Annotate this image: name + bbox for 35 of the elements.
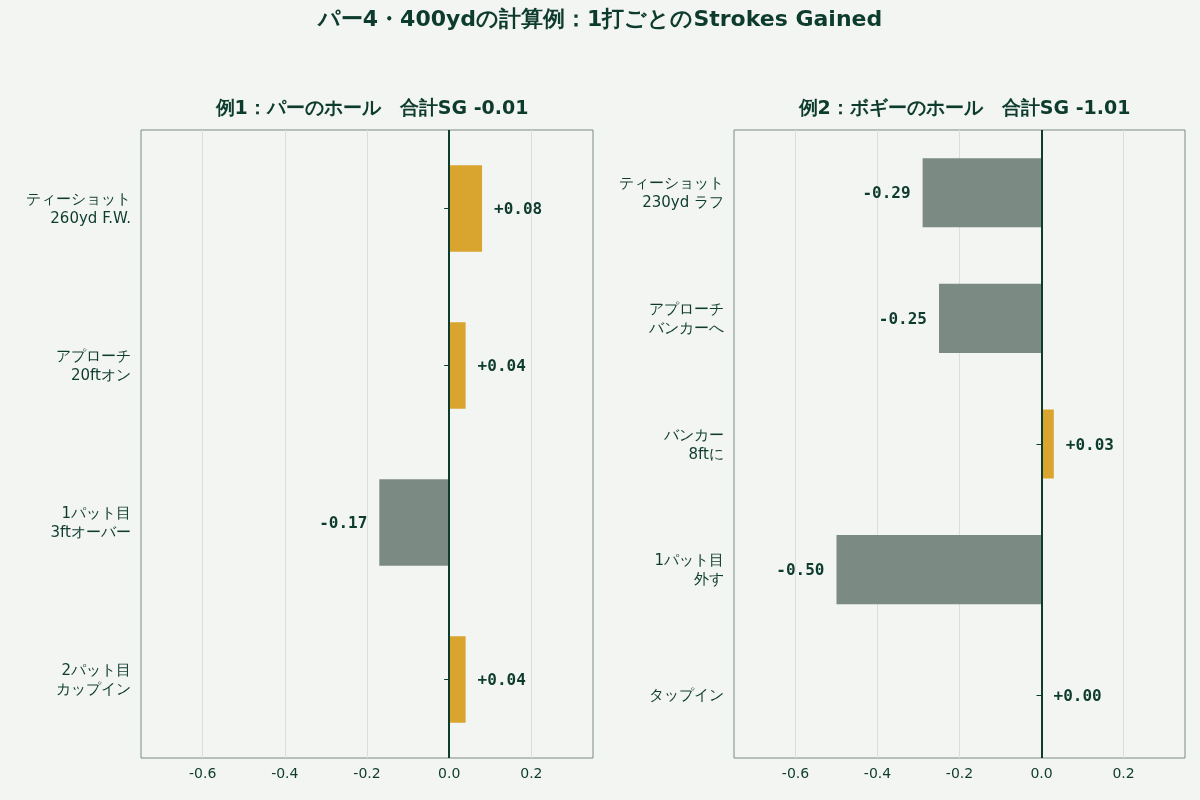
y-tick-label: タップイン <box>649 686 724 705</box>
x-tick-label: 0.0 <box>1030 765 1053 781</box>
data-label: +0.04 <box>477 670 526 689</box>
bar <box>449 636 466 723</box>
data-label: +0.03 <box>1065 434 1114 454</box>
data-label: -0.29 <box>862 183 911 203</box>
bar <box>449 322 466 409</box>
y-tick-label: 1パット目 3ftオーバー <box>50 504 131 541</box>
x-tick-label: -0.4 <box>863 765 892 781</box>
x-tick-label: -0.4 <box>271 765 299 781</box>
y-tick-label: 1パット目外す <box>654 551 724 589</box>
data-label: +0.08 <box>494 199 543 218</box>
x-tick-label: -0.2 <box>945 765 974 781</box>
y-tick-label: バンカー 8ftに <box>663 425 724 463</box>
bar <box>449 165 483 252</box>
chart-title: パー4・400ydの計算例：1打ごとのStrokes Gained <box>316 5 884 33</box>
data-label: -0.17 <box>319 513 368 532</box>
data-label: +0.04 <box>477 356 526 375</box>
bar <box>379 479 450 566</box>
x-tick-label: 0.2 <box>1112 765 1135 781</box>
x-tick-label: -0.2 <box>353 765 381 781</box>
y-tick-label: アプローチバンカーへ <box>648 299 724 337</box>
x-tick-label: -0.6 <box>781 765 810 781</box>
chart-subtitle: 例1：パーのホール 合計SG -0.01 <box>214 95 529 118</box>
y-tick-label: ティーショット 230yd ラフ <box>619 174 724 212</box>
y-tick-label: ティーショット 260yd F.W. <box>26 190 131 227</box>
y-tick-label: アプローチ 20ftオン <box>56 347 131 384</box>
data-label: -0.25 <box>878 308 927 328</box>
x-tick-label: 0.2 <box>520 765 543 781</box>
y-tick-label: 2パット目カップイン <box>56 661 131 698</box>
x-tick-label: 0.0 <box>438 765 461 781</box>
data-label: +0.00 <box>1053 685 1102 705</box>
data-label: -0.50 <box>776 560 825 580</box>
x-tick-label: -0.6 <box>188 765 217 781</box>
chart-subtitle: 例2：ボギーのホール 合計SG -1.01 <box>797 95 1131 118</box>
